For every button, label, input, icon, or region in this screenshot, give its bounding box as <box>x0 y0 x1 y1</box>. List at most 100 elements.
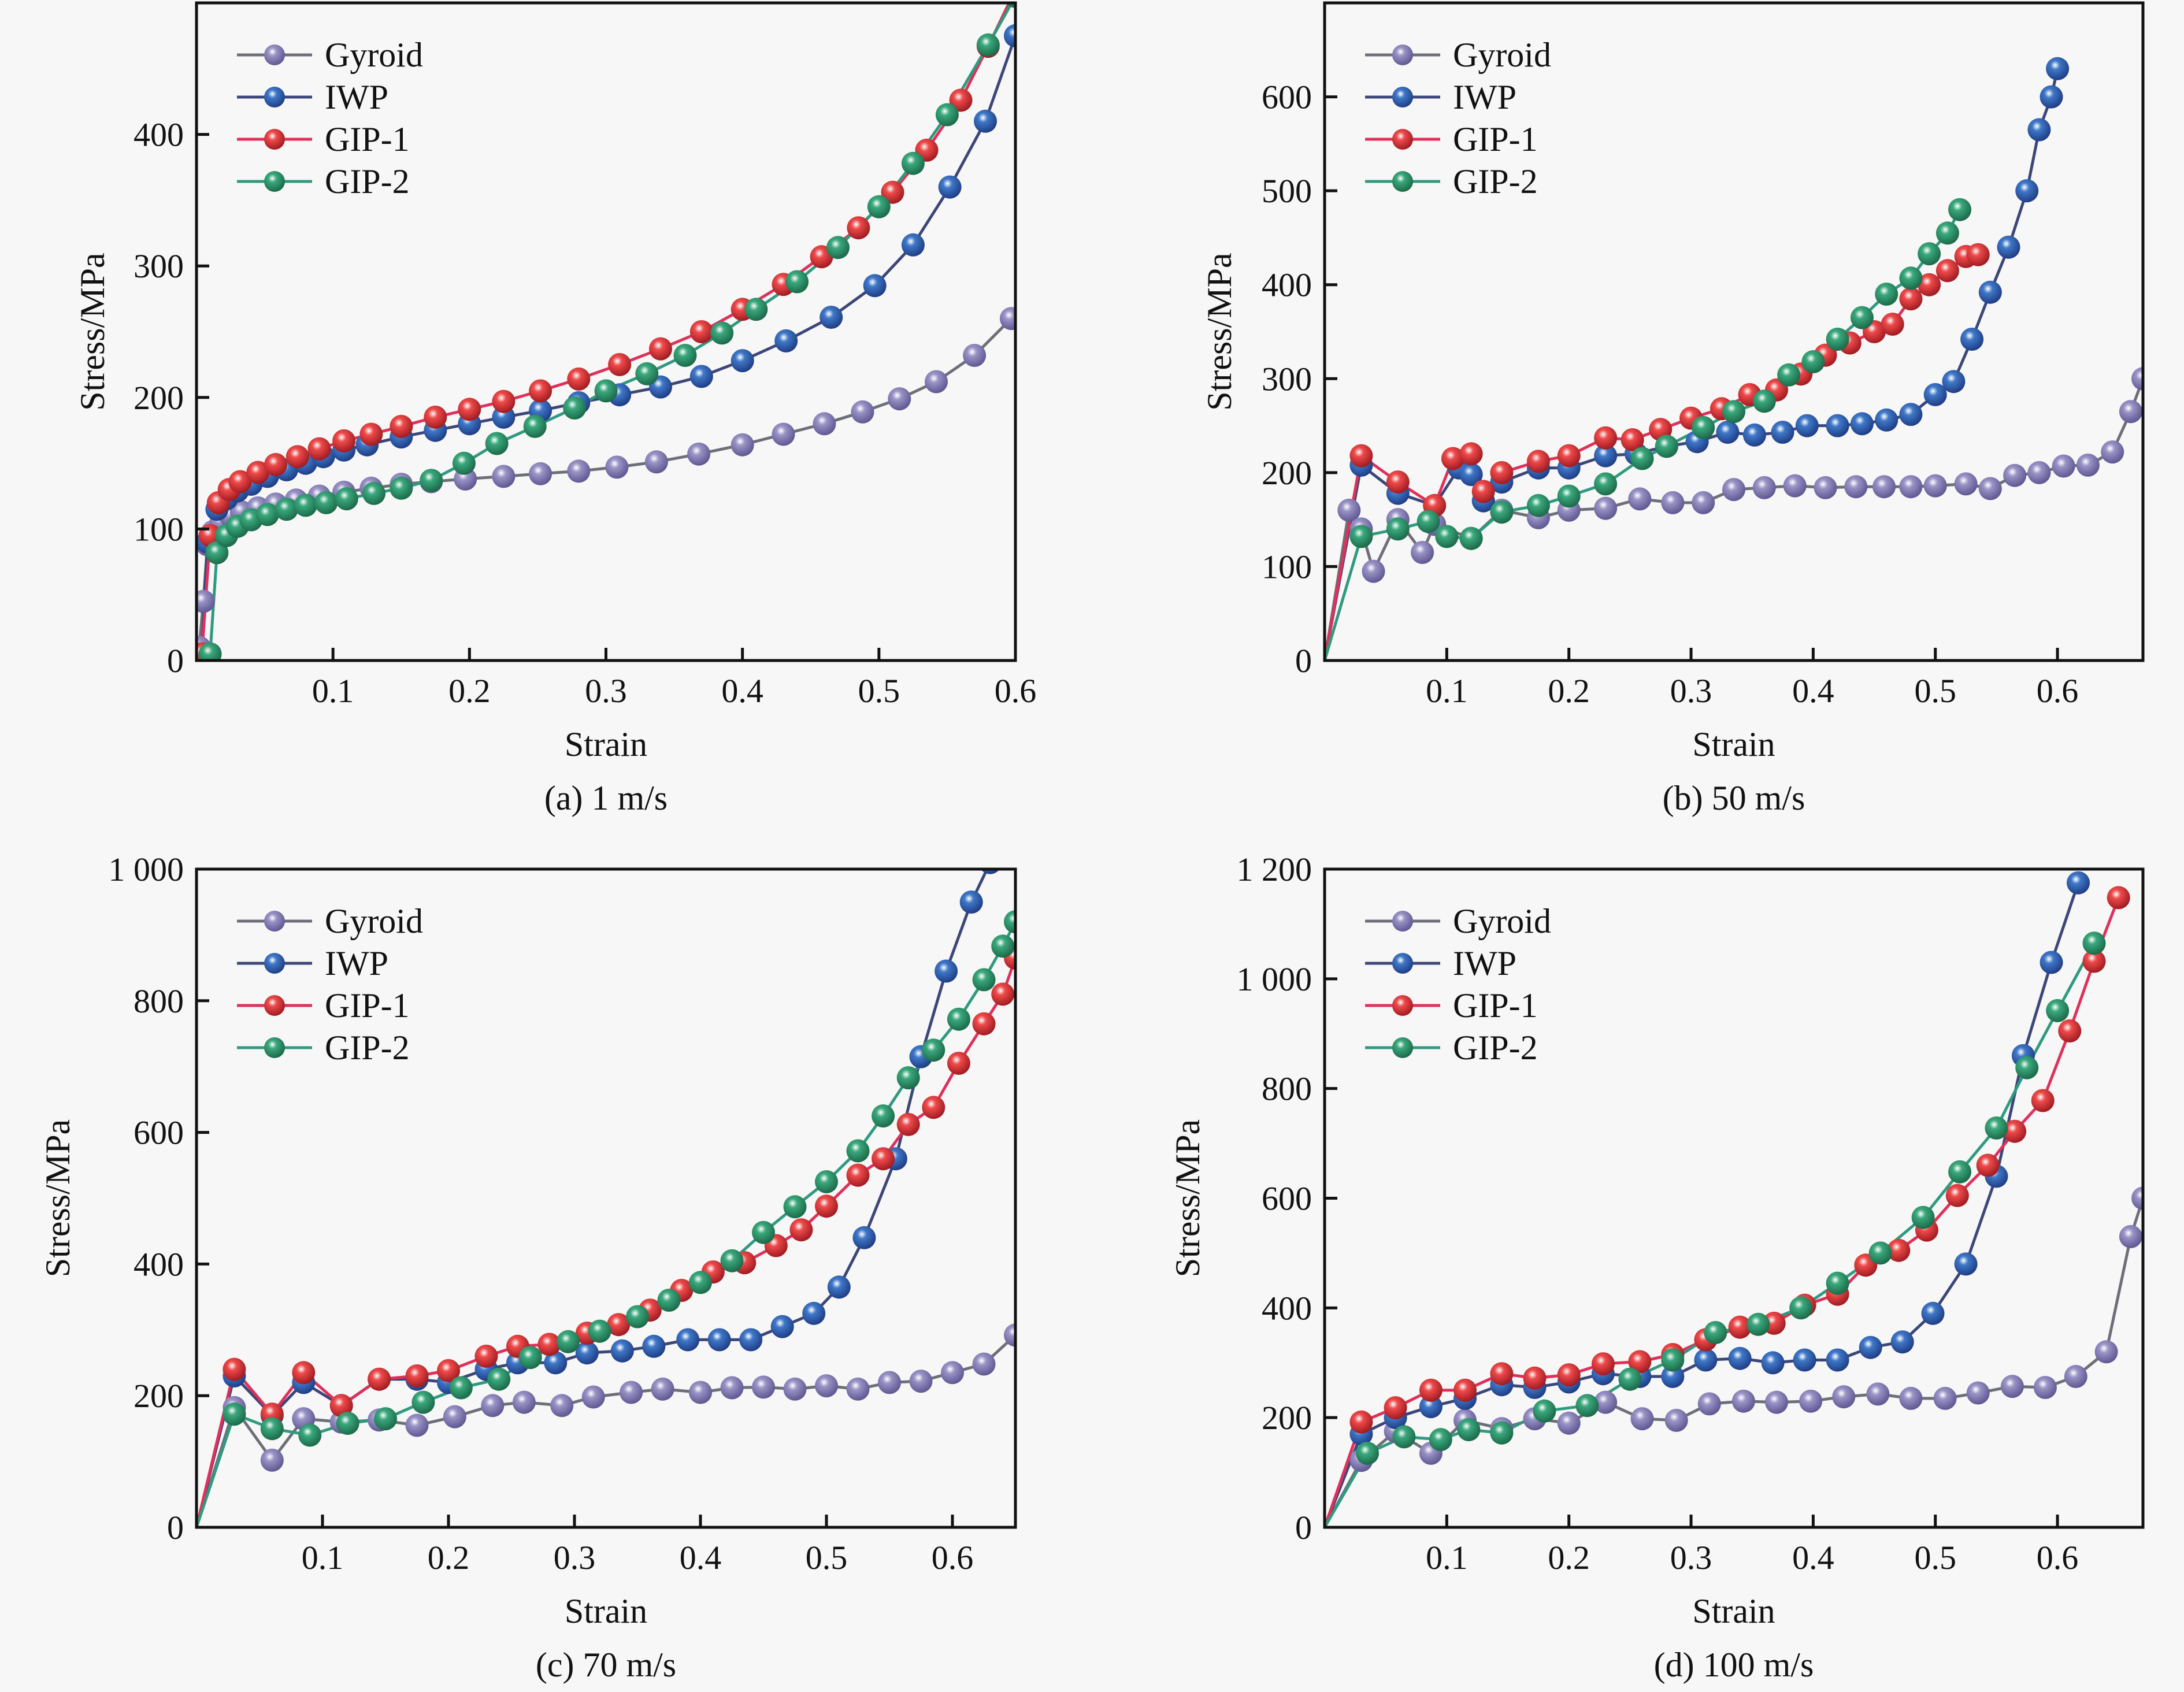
data-point-gyroid <box>1783 474 1807 498</box>
legend-label-gyroid: Gyroid <box>1453 36 1551 74</box>
data-point-gip-2 <box>420 469 443 492</box>
data-point-gip-1 <box>424 405 447 429</box>
x-tick-label: 0.4 <box>721 672 763 710</box>
data-point-iwp <box>852 1226 876 1249</box>
data-point-gyroid <box>529 462 553 485</box>
y-tick-label: 0 <box>167 642 184 680</box>
y-tick-label: 800 <box>134 982 184 1020</box>
data-point-iwp <box>707 1328 731 1352</box>
data-point-gip-1 <box>972 1012 996 1036</box>
plot-frame <box>195 867 1017 1529</box>
x-tick-label: 0.3 <box>585 672 627 710</box>
data-point-iwp <box>575 1341 599 1365</box>
legend-marker-gip-1 <box>1392 995 1413 1016</box>
data-point-gyroid <box>443 1405 466 1428</box>
data-point-gip-1 <box>1918 273 1941 296</box>
data-point-iwp <box>802 1301 826 1325</box>
data-point-iwp <box>2040 85 2063 109</box>
data-point-gyroid <box>567 459 591 483</box>
data-point-gip-2 <box>815 1170 838 1193</box>
data-point-gyroid <box>2131 367 2143 391</box>
data-point-iwp <box>1771 421 1794 444</box>
data-point-gip-2 <box>411 1390 435 1414</box>
data-point-iwp <box>2046 57 2070 80</box>
x-tick-label: 0.4 <box>1792 1539 1834 1576</box>
data-point-gip-1 <box>1490 461 1514 484</box>
data-point-gyroid <box>1844 475 1868 499</box>
data-point-gip-2 <box>972 968 996 992</box>
data-point-gip-2 <box>1704 1321 1727 1344</box>
data-point-gyroid <box>1661 491 1685 514</box>
data-point-gyroid <box>512 1390 536 1414</box>
data-point-gip-1 <box>437 1359 460 1382</box>
data-point-gyroid <box>2131 1186 2143 1210</box>
data-point-gip-1 <box>1419 1378 1443 1402</box>
data-point-gip-1 <box>922 1096 945 1119</box>
data-point-iwp <box>1661 1365 1685 1388</box>
data-point-gip-2 <box>673 344 697 367</box>
data-point-gip-2 <box>518 1346 542 1370</box>
data-point-gip-2 <box>1594 472 1618 496</box>
data-point-iwp <box>1742 423 1766 447</box>
data-point-gip-2 <box>1850 306 1874 329</box>
data-point-gip-1 <box>1471 480 1495 503</box>
y-tick-label: 100 <box>1262 548 1312 585</box>
data-point-gip-2 <box>374 1407 397 1431</box>
y-tick-label: 400 <box>134 116 184 154</box>
data-point-gyroid <box>2119 400 2142 424</box>
data-point-gip-2 <box>785 270 809 294</box>
chart-panel-3: 0.1 0.2 0.3 0.4 0.5 0.6 0 200 400 600 800 1 000 Stra… <box>39 851 1017 1684</box>
data-point-gyroid <box>1923 474 1947 498</box>
data-point-gip-1 <box>881 180 904 204</box>
data-point-gyroid <box>815 1374 838 1398</box>
data-point-gyroid <box>481 1394 505 1418</box>
data-point-gyroid <box>1557 1411 1581 1435</box>
data-point-gip-2 <box>1417 510 1440 533</box>
legend-label-gyroid: Gyroid <box>325 902 423 940</box>
legend: Gyroid IWP GIP-1 GIP-2 <box>1365 902 1551 1067</box>
data-point-gyroid <box>1814 476 1837 499</box>
data-point-gip-1 <box>2058 1019 2082 1042</box>
data-point-gip-2 <box>1948 198 1971 221</box>
legend-label-gip-1: GIP-1 <box>325 986 410 1025</box>
data-point-gip-2 <box>485 432 509 455</box>
data-point-gip-1 <box>1899 287 1923 311</box>
data-point-iwp <box>1728 1346 1752 1370</box>
data-point-gip-2 <box>2015 1056 2039 1079</box>
data-point-gyroid <box>2052 454 2075 478</box>
y-tick-label: 500 <box>1262 172 1312 210</box>
data-point-gip-1 <box>1594 426 1618 450</box>
data-point-gip-2 <box>867 195 891 218</box>
legend-marker-iwp <box>1392 953 1413 974</box>
data-point-iwp <box>1890 1330 1914 1354</box>
legend-marker-iwp <box>1392 87 1413 107</box>
x-tick-label: 0.1 <box>1426 672 1468 710</box>
data-point-gip-1 <box>529 379 553 403</box>
data-point-gyroid <box>2003 463 2027 487</box>
data-point-gip-1 <box>1386 470 1410 494</box>
legend-label-gip-1: GIP-1 <box>1453 986 1538 1025</box>
data-point-gip-2 <box>1386 517 1410 541</box>
data-point-gip-1 <box>1728 1315 1752 1339</box>
data-point-gip-1 <box>329 1394 353 1418</box>
data-point-gyroid <box>2064 1365 2087 1388</box>
data-point-iwp <box>774 329 798 352</box>
data-point-gyroid <box>1872 475 1896 499</box>
data-point-gip-2 <box>1435 525 1459 548</box>
data-point-iwp <box>1942 370 1966 394</box>
y-tick-label: 200 <box>134 1377 184 1415</box>
data-point-iwp <box>1921 1301 1945 1325</box>
data-point-gip-2 <box>205 541 229 565</box>
data-point-gip-2 <box>1533 1399 1556 1423</box>
data-point-gip-1 <box>846 1163 870 1187</box>
x-tick-label: 0.5 <box>806 1539 848 1576</box>
data-point-gyroid <box>813 412 836 436</box>
x-tick-label: 0.1 <box>1426 1539 1468 1576</box>
data-point-gyroid <box>752 1375 775 1399</box>
legend-label-iwp: IWP <box>1453 944 1516 982</box>
data-point-gip-1 <box>1887 1238 1911 1262</box>
data-point-gyroid <box>1899 475 1923 499</box>
legend-label-gyroid: Gyroid <box>325 36 423 74</box>
data-point-gyroid <box>1411 541 1434 564</box>
data-point-iwp <box>544 1351 568 1375</box>
